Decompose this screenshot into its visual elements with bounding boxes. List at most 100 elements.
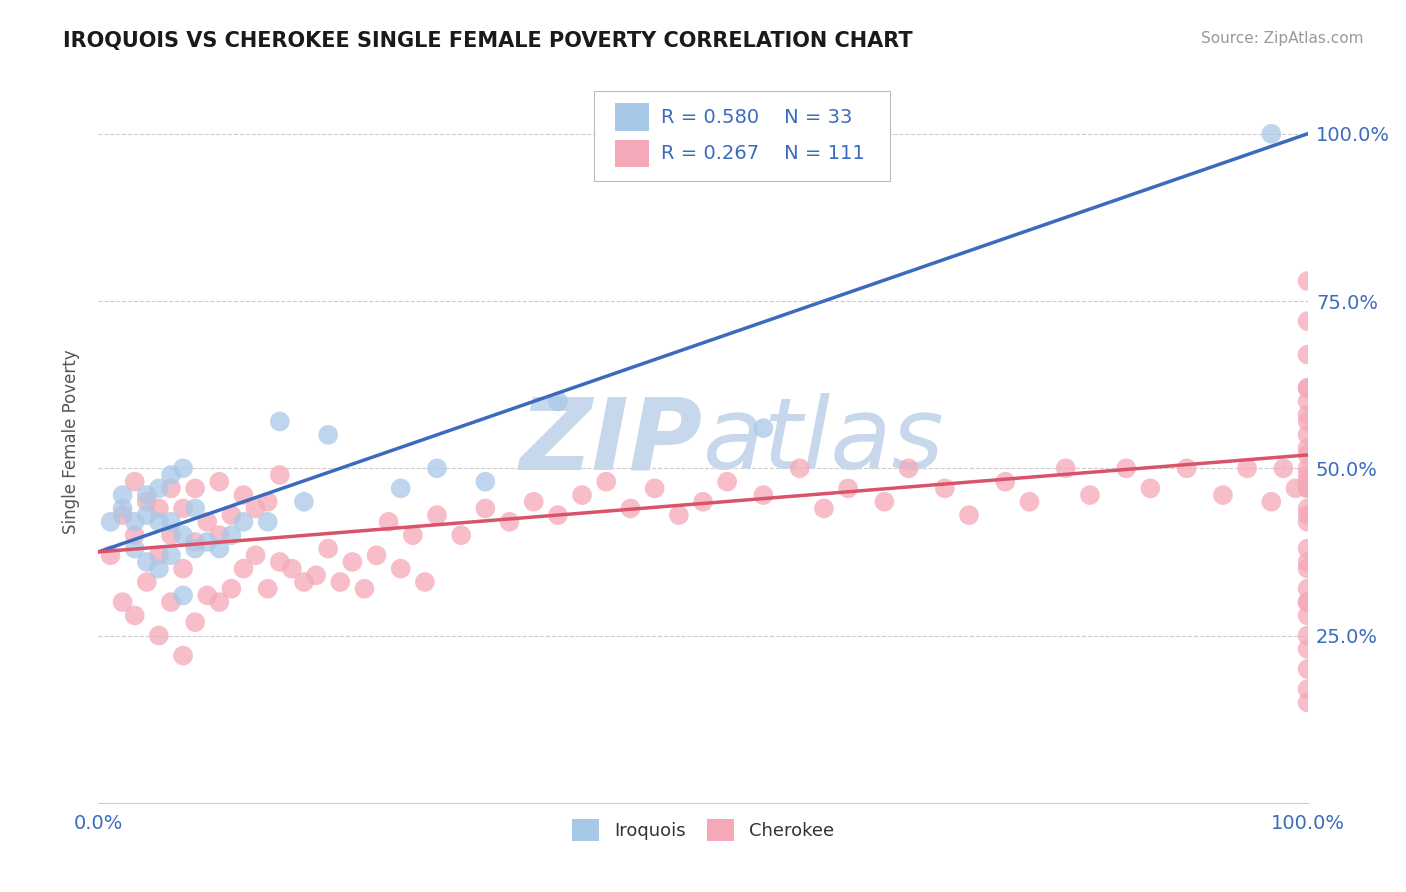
Point <box>148 515 170 529</box>
Point <box>135 494 157 508</box>
Point <box>148 628 170 642</box>
Legend: Iroquois, Cherokee: Iroquois, Cherokee <box>565 812 841 848</box>
Point <box>208 595 231 609</box>
Point <box>752 421 775 435</box>
Y-axis label: Single Female Poverty: Single Female Poverty <box>62 350 80 533</box>
Point <box>195 515 218 529</box>
Point <box>1296 681 1319 696</box>
Point <box>1296 628 1319 642</box>
Point <box>1296 608 1319 623</box>
Point <box>195 589 218 603</box>
Point <box>668 508 690 523</box>
Point <box>789 461 811 475</box>
Point <box>897 461 920 475</box>
Point <box>111 501 134 516</box>
Point <box>1175 461 1198 475</box>
Point <box>221 582 243 596</box>
Point <box>172 648 194 663</box>
Point <box>1296 582 1319 596</box>
Point <box>148 562 170 576</box>
Point <box>1296 475 1319 489</box>
Point <box>571 488 593 502</box>
Point <box>221 528 243 542</box>
Point <box>124 541 146 556</box>
Point <box>377 515 399 529</box>
Point <box>619 501 641 516</box>
Point <box>256 494 278 508</box>
Point <box>232 562 254 576</box>
Point <box>873 494 896 508</box>
Point <box>1296 427 1319 442</box>
Point <box>1296 595 1319 609</box>
Point <box>148 548 170 563</box>
Text: Source: ZipAtlas.com: Source: ZipAtlas.com <box>1201 31 1364 46</box>
Point <box>1296 541 1319 556</box>
Point <box>1296 595 1319 609</box>
Point <box>1260 494 1282 508</box>
Point <box>221 508 243 523</box>
Point <box>1296 696 1319 710</box>
Point <box>1272 461 1295 475</box>
Point <box>316 541 339 556</box>
Point <box>195 534 218 549</box>
Point <box>245 548 267 563</box>
Point <box>172 562 194 576</box>
Point <box>1296 448 1319 462</box>
Point <box>160 515 183 529</box>
Point <box>426 461 449 475</box>
Point <box>402 528 425 542</box>
FancyBboxPatch shape <box>614 139 648 167</box>
Point <box>245 501 267 516</box>
Point <box>1236 461 1258 475</box>
Point <box>366 548 388 563</box>
Point <box>1260 127 1282 141</box>
Point <box>353 582 375 596</box>
Point <box>1296 274 1319 288</box>
Point <box>957 508 980 523</box>
Point <box>135 555 157 569</box>
Text: atlas: atlas <box>703 393 945 490</box>
Point <box>1296 482 1319 496</box>
Point <box>305 568 328 582</box>
Point <box>124 528 146 542</box>
Point <box>389 562 412 576</box>
Point <box>292 575 315 590</box>
Point <box>1296 508 1319 523</box>
Point <box>111 508 134 523</box>
Point <box>172 528 194 542</box>
Point <box>1078 488 1101 502</box>
Point <box>1139 482 1161 496</box>
Point <box>184 534 207 549</box>
Point <box>1296 501 1319 516</box>
Point <box>692 494 714 508</box>
Point <box>329 575 352 590</box>
Text: R = 0.580    N = 33: R = 0.580 N = 33 <box>661 108 852 127</box>
Point <box>1296 461 1319 475</box>
Point <box>135 488 157 502</box>
Point <box>184 541 207 556</box>
Point <box>1296 642 1319 657</box>
Point <box>1296 555 1319 569</box>
FancyBboxPatch shape <box>595 91 890 181</box>
Point <box>172 589 194 603</box>
Point <box>124 608 146 623</box>
Point <box>1296 408 1319 422</box>
Point <box>160 528 183 542</box>
Point <box>208 475 231 489</box>
FancyBboxPatch shape <box>614 103 648 131</box>
Point <box>474 475 496 489</box>
Point <box>160 548 183 563</box>
Point <box>124 515 146 529</box>
Point <box>111 488 134 502</box>
Point <box>232 488 254 502</box>
Point <box>208 528 231 542</box>
Point <box>1296 381 1319 395</box>
Point <box>1115 461 1137 475</box>
Point <box>281 562 304 576</box>
Point <box>426 508 449 523</box>
Point <box>547 508 569 523</box>
Point <box>389 482 412 496</box>
Point <box>100 515 122 529</box>
Point <box>413 575 436 590</box>
Text: ZIP: ZIP <box>520 393 703 490</box>
